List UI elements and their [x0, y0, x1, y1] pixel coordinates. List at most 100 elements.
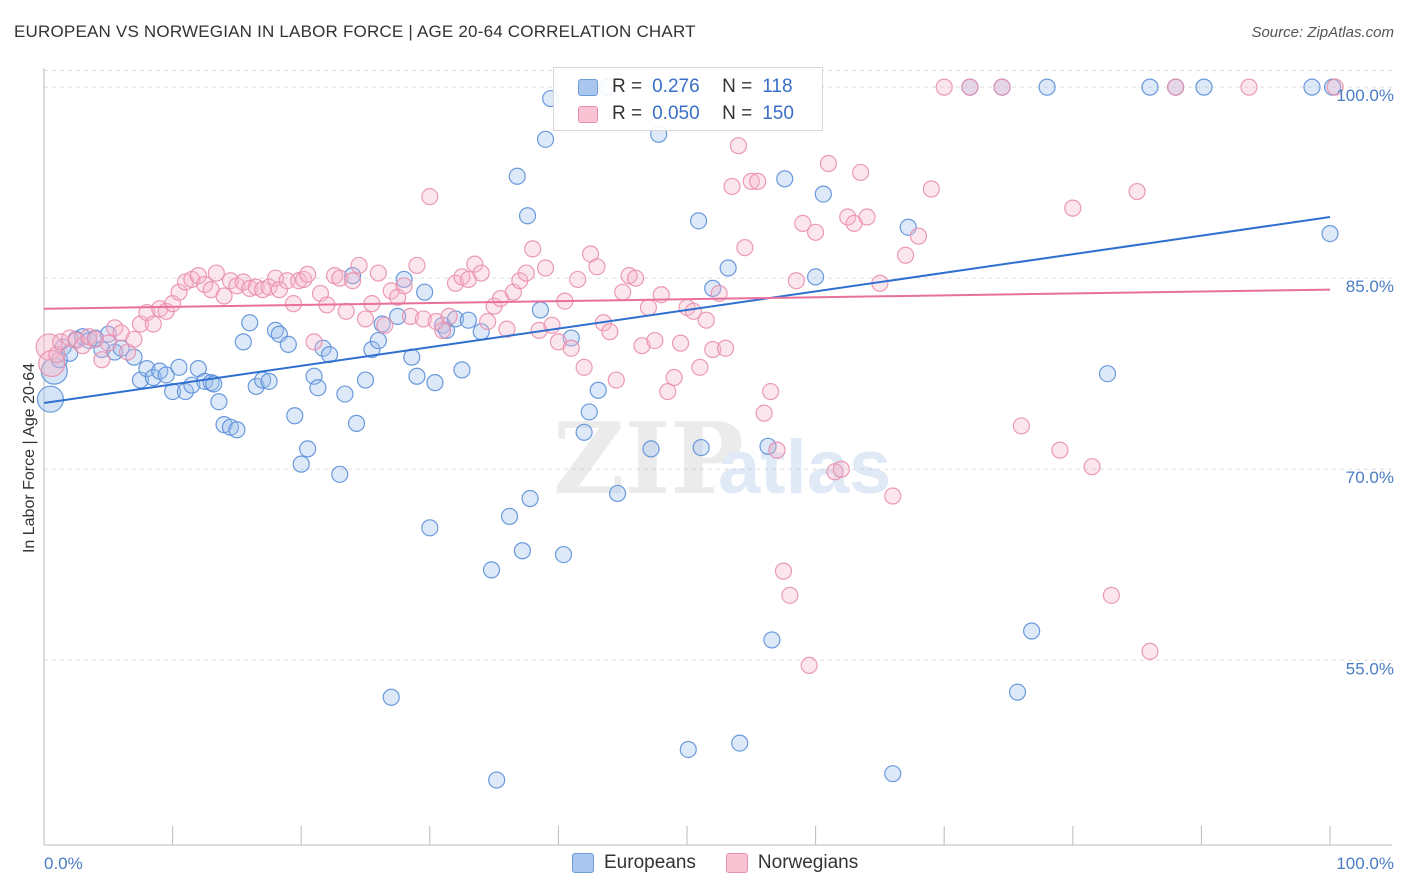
europeans-point — [731, 734, 749, 752]
norwegians-point — [569, 270, 587, 289]
norwegians-point — [337, 302, 355, 320]
y-tick-label: 100.0% — [1336, 86, 1394, 105]
norwegians-point — [524, 240, 542, 258]
europeans-point — [314, 339, 332, 357]
n-label: N = — [722, 76, 753, 97]
norwegians-point — [768, 441, 786, 459]
norwegians-point — [665, 368, 683, 387]
europeans-point — [144, 368, 162, 387]
watermark-atlas: atlas — [718, 425, 891, 510]
norwegians-point — [781, 586, 799, 604]
y-tick-label: 55.0% — [1346, 659, 1394, 678]
chart-source: Source: ZipAtlas.com — [1251, 24, 1394, 41]
norwegians-point — [234, 273, 252, 291]
europeans-point — [763, 631, 781, 649]
y-axis-tick-labels: 55.0% 70.0% 85.0% 100.0% — [1336, 86, 1394, 678]
norwegians-point — [144, 315, 162, 333]
norwegians-point — [659, 382, 677, 401]
stats-legend: R = 0.276 N = 118 R = 0.050 N = 150 — [553, 67, 823, 131]
norwegians-point — [344, 272, 362, 290]
norwegians-point — [761, 382, 780, 401]
legend-item-norwegians: Norwegians — [725, 852, 858, 874]
europeans-point — [309, 379, 327, 397]
europeans-trend-line — [43, 216, 1331, 404]
norwegians-point — [369, 264, 387, 282]
europeans-point — [508, 167, 526, 185]
norwegians-point — [1141, 642, 1159, 660]
europeans-point — [241, 314, 259, 332]
x-tick-label-max: 100.0% — [1336, 854, 1394, 873]
norwegians-point — [305, 333, 323, 351]
europeans-point — [260, 372, 278, 390]
europeans-point — [482, 561, 501, 579]
europeans-point — [589, 381, 607, 399]
europeans-point — [554, 545, 573, 564]
norwegians-point — [562, 339, 580, 357]
x-tick-label-min: 0.0% — [44, 854, 83, 873]
europeans-point — [1303, 78, 1321, 96]
europeans-point — [247, 377, 265, 396]
norwegians-point — [716, 339, 735, 357]
norwegians-point — [284, 295, 303, 313]
europeans-point — [1098, 365, 1117, 383]
europeans-r-value: 0.276 — [652, 76, 700, 97]
europeans-point — [421, 519, 439, 537]
europeans-point — [776, 170, 794, 188]
europeans-point — [1008, 683, 1027, 701]
norwegians-point — [697, 311, 715, 329]
europeans-point — [759, 437, 777, 455]
r-label: R = — [612, 103, 643, 124]
norwegians-point — [852, 163, 870, 182]
r-label: R = — [612, 76, 643, 97]
europeans-point — [336, 385, 354, 403]
europeans-point — [99, 325, 117, 343]
norwegians-point — [1167, 78, 1185, 96]
grid-lines — [44, 70, 1392, 661]
legend-row-europeans: R = 0.276 N = 118 — [578, 75, 793, 99]
legend-item-europeans: Europeans — [572, 852, 696, 874]
norwegians-point — [787, 272, 805, 290]
norwegians-point — [331, 269, 349, 287]
norwegians-point — [189, 267, 207, 285]
norwegians-point — [1051, 441, 1069, 459]
europeans-point — [580, 403, 598, 421]
norwegians-point — [408, 256, 426, 275]
europeans-point — [93, 340, 111, 359]
watermark: ZIP atlas — [553, 402, 891, 517]
norwegians-point — [421, 188, 439, 206]
europeans-point — [575, 423, 593, 441]
europeans-point — [138, 360, 156, 378]
norwegians-point — [472, 264, 490, 282]
norwegians-point — [961, 78, 979, 96]
norwegians-point — [1064, 199, 1082, 217]
norwegians-point — [794, 214, 812, 232]
y-axis-label: In Labor Force | Age 20-64 — [21, 363, 38, 553]
chart-title: EUROPEAN VS NORWEGIAN IN LABOR FORCE | A… — [14, 22, 696, 41]
europeans-point — [408, 367, 426, 385]
norwegians-point — [536, 259, 555, 277]
europeans-point — [369, 331, 387, 350]
norwegians-point — [839, 208, 857, 226]
norwegians-point — [633, 337, 651, 355]
norwegians-point — [434, 321, 452, 339]
norwegians-point — [935, 78, 953, 96]
norwegians-point — [466, 255, 484, 273]
norwegians-point — [671, 334, 690, 352]
europeans-point — [562, 329, 580, 347]
europeans-point — [500, 507, 519, 525]
x-axis-ticks — [43, 826, 1331, 845]
europeans-point — [459, 311, 477, 329]
norwegians-point — [601, 323, 619, 341]
norwegians-point — [1083, 458, 1101, 476]
norwegians-point — [819, 154, 838, 173]
norwegians-point — [99, 334, 117, 352]
europeans-point — [170, 358, 188, 376]
europeans-legend-label: Europeans — [604, 852, 696, 873]
norwegians-swatch — [578, 105, 598, 123]
norwegians-point — [691, 358, 709, 376]
norwegians-point — [125, 330, 143, 348]
europeans-point — [331, 465, 349, 483]
legend-row-norwegians: R = 0.050 N = 150 — [578, 102, 794, 126]
europeans-point — [395, 270, 413, 289]
